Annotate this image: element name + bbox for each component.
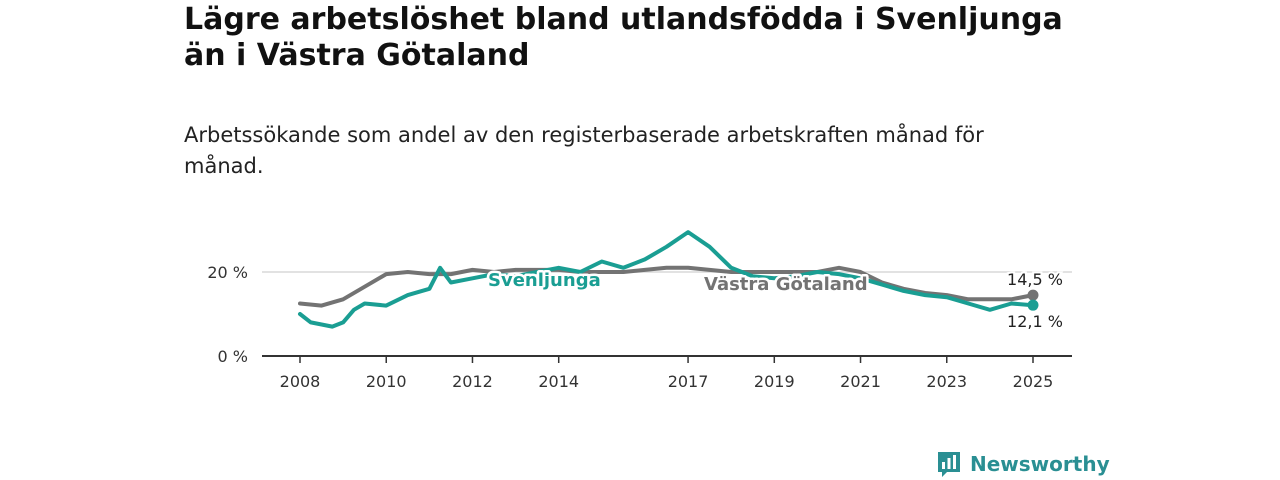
brand-name: Newsworthy [970, 452, 1110, 476]
x-tick-label-2008: 2008 [280, 372, 321, 391]
x-tick-label-2012: 2012 [452, 372, 493, 391]
series-line-vastra-gotaland [298, 265, 1035, 308]
x-tick-label-2025: 2025 [1013, 372, 1054, 391]
y-tick-label-20: 20 % [207, 263, 248, 282]
x-tick-label-2014: 2014 [538, 372, 579, 391]
x-tick-label-2023: 2023 [926, 372, 967, 391]
newsworthy-logo-icon [938, 452, 960, 477]
end-marker-svenljunga [1027, 299, 1039, 311]
x-tick-label-2021: 2021 [840, 372, 881, 391]
chart-subtitle: Arbetssökande som andel av den registerb… [184, 123, 984, 178]
x-tick-label-2017: 2017 [668, 372, 709, 391]
series-label-svenljunga: Svenljunga [488, 270, 601, 291]
y-tick-label-0: 0 % [218, 347, 248, 366]
end-value-label-svenljunga: 12,1 % [1007, 312, 1063, 331]
x-tick-label-2019: 2019 [754, 372, 795, 391]
x-tick-label-2010: 2010 [366, 372, 407, 391]
end-marker-vastra-gotaland [1027, 289, 1039, 301]
chart-title: Lägre arbetslöshet bland utlandsfödda i … [184, 2, 1063, 73]
series-label-vastra-gotaland: Västra Götaland [704, 274, 868, 295]
series-line-svenljunga [298, 230, 1035, 329]
newsworthy-brand[interactable]: Newsworthy [936, 448, 1110, 480]
end-value-label-vastra-gotaland: 14,5 % [1007, 270, 1063, 289]
